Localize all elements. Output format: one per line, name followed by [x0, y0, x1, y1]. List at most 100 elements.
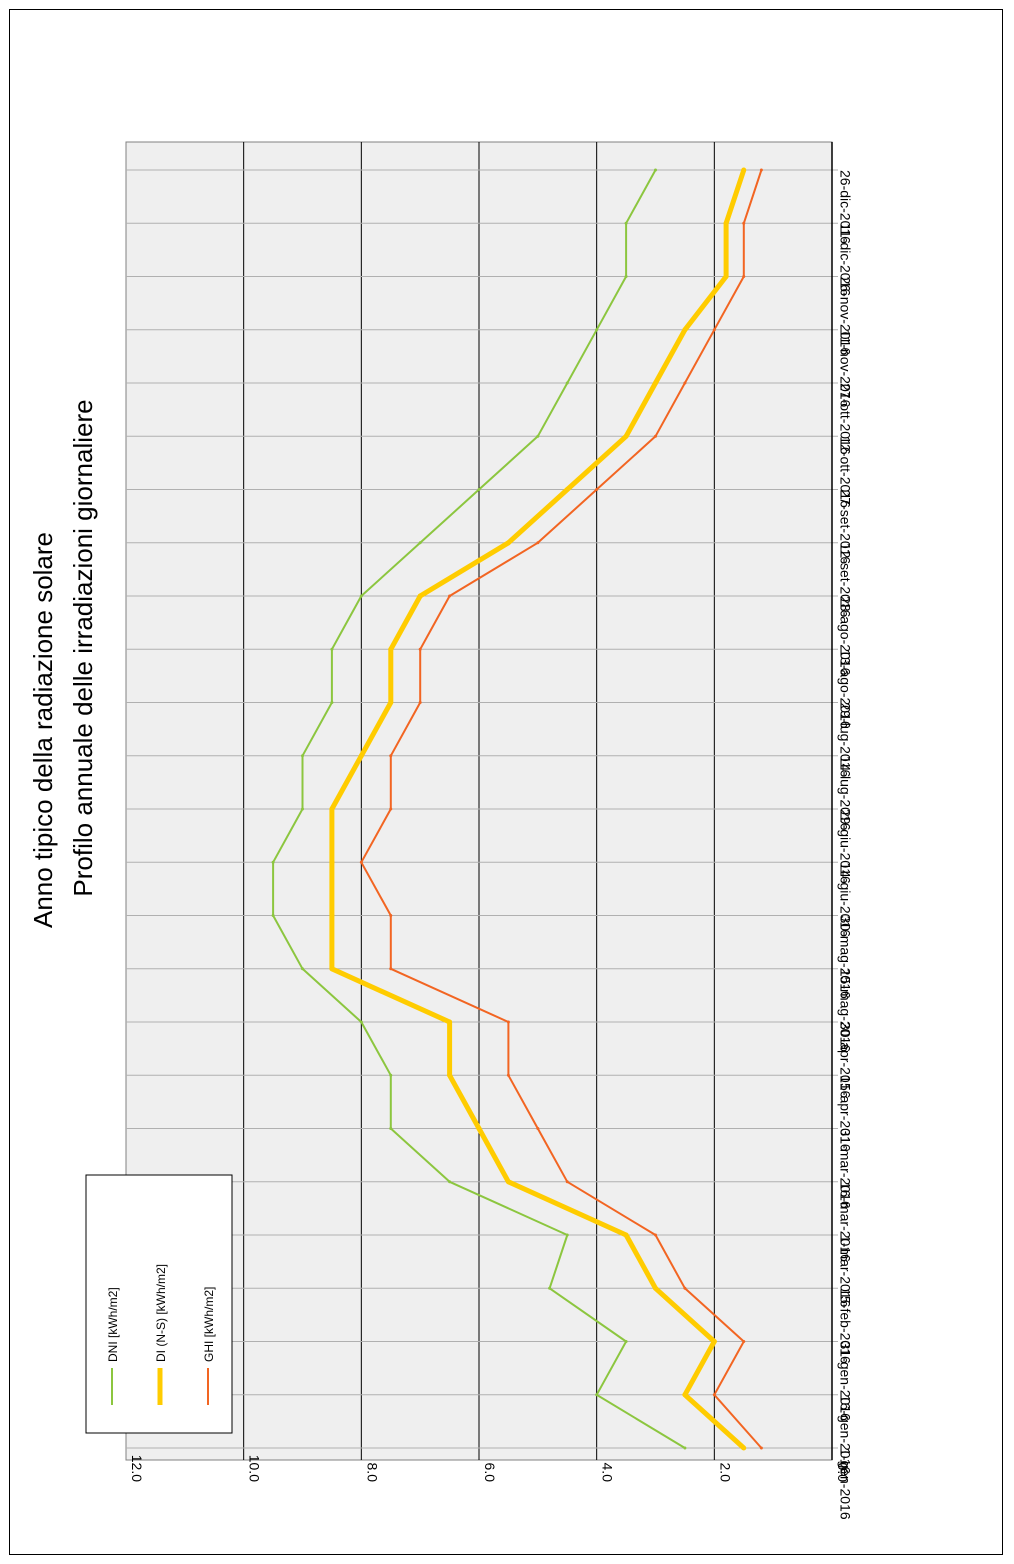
legend-label-1: DNI [kWh/m2] — [106, 1287, 120, 1362]
date-tick-label: 31-mar-2016 — [837, 1129, 853, 1209]
series-point — [653, 380, 658, 386]
series-point — [723, 274, 729, 279]
series-point — [301, 754, 304, 758]
date-tick-label: 12-set-2016 — [837, 543, 853, 618]
date-tick-label: 14-giu-2016 — [837, 862, 853, 937]
value-tick-label: 8.0 — [364, 1463, 380, 1483]
series-point — [506, 1073, 510, 1077]
date-tick-label: 11-nov-2016 — [837, 330, 853, 408]
series-point — [712, 1393, 716, 1397]
value-tick-label: 10.0 — [247, 1455, 263, 1482]
series-point — [565, 1180, 569, 1184]
series-point — [448, 1180, 452, 1184]
series-point — [564, 487, 570, 492]
series-point — [389, 967, 393, 971]
series-point — [759, 1446, 763, 1450]
series-point — [624, 1340, 628, 1343]
series-point — [624, 275, 628, 278]
value-tick-label: 2.0 — [717, 1463, 733, 1483]
series-point — [548, 1286, 552, 1290]
series-point — [565, 1233, 569, 1237]
series-point — [359, 860, 363, 864]
series-point — [417, 593, 423, 599]
series-point — [683, 1446, 687, 1450]
series-point — [742, 221, 746, 225]
series-point — [505, 1179, 511, 1185]
series-point — [388, 646, 394, 652]
series-point — [683, 1286, 687, 1290]
series-point — [477, 488, 481, 491]
date-tick-label: 27-set-2016 — [837, 490, 853, 565]
series-point — [301, 967, 304, 971]
value-tick-label: 12.0 — [129, 1455, 145, 1482]
series-point — [330, 647, 334, 651]
series-point — [301, 807, 304, 811]
series-point — [623, 1232, 629, 1238]
value-tick-label: 4.0 — [600, 1463, 616, 1483]
series-point — [624, 221, 628, 225]
date-tick-label: 30-apr-2016 — [837, 1022, 853, 1098]
series-point — [448, 594, 452, 598]
date-tick-label: 15-feb-2016 — [837, 1288, 853, 1364]
date-tick-label: 1-mar-2016 — [837, 1235, 853, 1308]
date-tick-label: 14-lug-2016 — [837, 756, 853, 831]
chart-title: Anno tipico della radiazione solare — [28, 532, 58, 928]
series-point — [653, 1285, 658, 1291]
date-tick-label: 12-ott-2016 — [837, 436, 853, 508]
series-point — [742, 275, 746, 278]
date-tick-label: 26-dic-2016 — [837, 170, 853, 244]
series-point — [654, 434, 657, 438]
series-point — [389, 754, 393, 758]
series-point — [595, 488, 599, 491]
date-tick-label: 15-mag-2016 — [837, 969, 853, 1052]
series-point — [388, 700, 394, 705]
series-point — [389, 1127, 393, 1130]
series-point — [418, 701, 422, 704]
date-tick-label: 16-gen-2016 — [837, 1395, 853, 1475]
series-point — [389, 807, 393, 811]
series-point — [447, 1072, 453, 1078]
series-point — [506, 1020, 510, 1024]
series-point — [536, 541, 540, 545]
value-tick-label: 0.0 — [835, 1463, 851, 1483]
date-tick-label: 13-ago-2016 — [837, 649, 853, 729]
series-point — [329, 966, 335, 972]
series-point — [271, 860, 275, 864]
series-point — [741, 1445, 747, 1451]
series-point — [536, 1127, 540, 1130]
legend-label-2: DI (N-S) [kWh/m2] — [154, 1264, 168, 1362]
series-point — [476, 1126, 482, 1131]
series-point — [329, 913, 335, 918]
date-tick-label: 11-dic-2016 — [837, 223, 853, 296]
series-point — [711, 1339, 717, 1344]
series-point — [359, 594, 363, 598]
series-point — [595, 1393, 599, 1397]
series-point — [418, 541, 422, 545]
series-point — [683, 381, 687, 385]
date-tick-label: 28-ago-2016 — [837, 596, 853, 676]
date-tick-label: 31-gen-2016 — [837, 1342, 853, 1422]
series-point — [682, 327, 688, 333]
value-tick-label: 6.0 — [482, 1463, 498, 1483]
series-point — [389, 914, 393, 917]
series-point — [329, 859, 335, 865]
series-point — [447, 1019, 453, 1025]
legend-label-3: GHI [kWh/m2] — [202, 1287, 216, 1362]
series-point — [682, 1392, 688, 1398]
date-tick-label: 29-lug-2016 — [837, 703, 853, 778]
series-point — [712, 328, 716, 332]
series-point — [389, 1073, 393, 1077]
series-point — [359, 1020, 363, 1024]
date-tick-label: 26-nov-2016 — [837, 277, 853, 356]
series-point — [329, 806, 335, 812]
series-point — [536, 434, 540, 438]
series-point — [271, 914, 275, 917]
date-tick-label: 27-ott-2016 — [837, 383, 853, 455]
series-point — [742, 1340, 746, 1343]
series-point — [741, 167, 747, 173]
date-tick-label: 29-giu-2016 — [837, 809, 853, 884]
series-point — [654, 168, 657, 172]
series-point — [565, 381, 569, 385]
series-point — [623, 433, 629, 439]
